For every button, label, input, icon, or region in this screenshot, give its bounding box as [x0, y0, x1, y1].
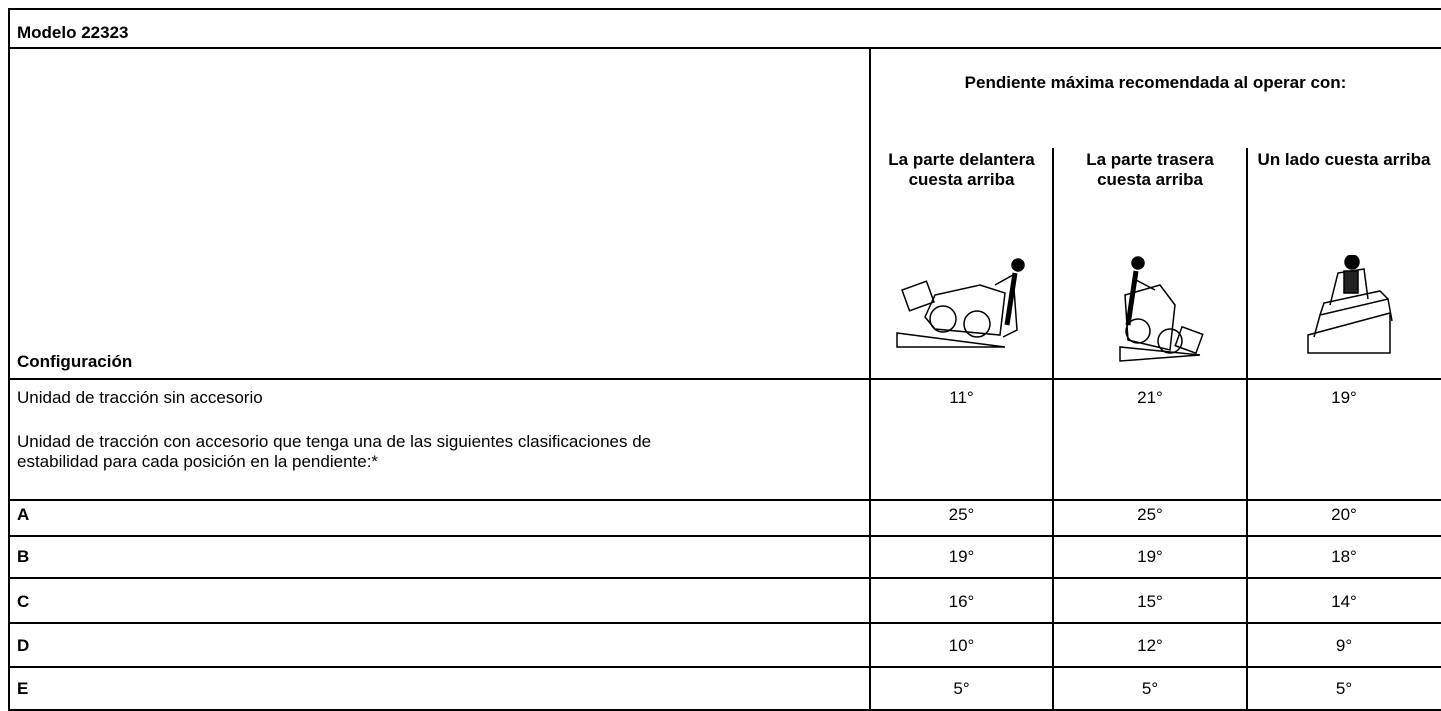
rule [8, 499, 1441, 501]
rule [1246, 535, 1248, 577]
cell-value: 19° [1331, 388, 1357, 407]
rule [1052, 148, 1054, 378]
row-label: C [17, 592, 30, 611]
cell-value: 14° [1331, 592, 1357, 611]
rule [1246, 148, 1248, 378]
column-header: La parte delantera cuesta arriba [888, 150, 1035, 189]
rule [8, 666, 1441, 668]
front-uphill-icon [896, 258, 1025, 348]
rule [1052, 378, 1054, 418]
row-label: E [17, 679, 29, 698]
group-header: Pendiente máxima recomendada al operar c… [964, 73, 1347, 92]
rule [1052, 499, 1054, 535]
rule [8, 8, 1441, 10]
rule [8, 378, 1441, 380]
rule [1052, 666, 1054, 709]
cell-value: 12° [1137, 636, 1163, 655]
cell-value: 20° [1331, 505, 1357, 524]
cell-value: 19° [1137, 547, 1163, 566]
row-label: D [17, 636, 30, 655]
cell-value: 5° [1141, 679, 1159, 698]
row-label: Unidad de tracción con accesorio que ten… [17, 432, 652, 471]
table-title: Modelo 22323 [17, 23, 129, 42]
cell-value: 16° [948, 592, 975, 611]
rule [8, 47, 1441, 49]
cell-value: 25° [1137, 505, 1163, 524]
rule [8, 8, 10, 711]
cell-value: 9° [1335, 636, 1353, 655]
rule [8, 709, 1441, 711]
cell-value: 5° [953, 679, 970, 698]
rear-uphill-icon [1119, 256, 1204, 362]
rule [1246, 378, 1248, 418]
rule [8, 535, 1441, 537]
config-header: Configuración [17, 352, 133, 371]
cell-value: 19° [948, 547, 975, 566]
rule [1052, 535, 1054, 577]
side-uphill-icon [1307, 255, 1393, 354]
row-label: A [17, 505, 30, 524]
rule [1052, 622, 1054, 666]
cell-value: 21° [1137, 388, 1163, 407]
rule [1052, 577, 1054, 622]
cell-value: 25° [948, 505, 975, 524]
rule [8, 577, 1441, 579]
cell-value: 11° [949, 388, 974, 407]
rule [8, 622, 1441, 624]
rule [1246, 418, 1248, 499]
rule [1246, 577, 1248, 622]
row-label: B [17, 547, 30, 566]
rule [1246, 622, 1248, 666]
rule [1052, 418, 1054, 499]
rule [1246, 666, 1248, 709]
cell-value: 18° [1331, 547, 1357, 566]
column-header: La parte trasera cuesta arriba [1086, 150, 1214, 189]
cell-value: 15° [1137, 592, 1163, 611]
cell-value: 5° [1335, 679, 1353, 698]
rule [1246, 499, 1248, 535]
column-header: Un lado cuesta arriba [1257, 150, 1431, 169]
row-label: Unidad de tracción sin accesorio [17, 388, 263, 407]
cell-value: 10° [948, 636, 975, 655]
